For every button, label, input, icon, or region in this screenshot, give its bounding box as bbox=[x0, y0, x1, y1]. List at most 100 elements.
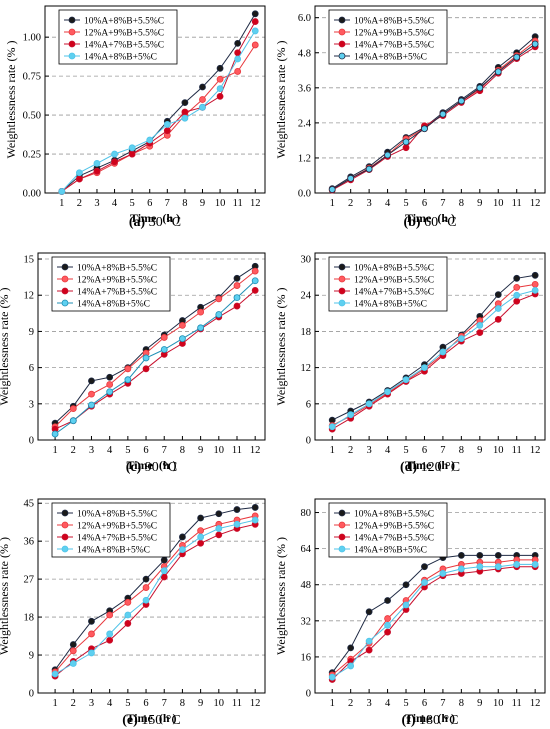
data-point bbox=[163, 127, 171, 135]
x-tick-label: 10 bbox=[493, 445, 504, 456]
panel-caption-letter: (a) bbox=[129, 215, 146, 230]
data-point bbox=[439, 110, 447, 118]
data-point bbox=[365, 165, 373, 173]
data-point bbox=[142, 354, 150, 362]
data-point bbox=[106, 630, 114, 638]
x-tick-label: 4 bbox=[385, 698, 391, 709]
data-point bbox=[476, 329, 484, 337]
x-tick-label: 8 bbox=[182, 198, 187, 209]
legend-box bbox=[328, 502, 448, 558]
x-tick-label: 6 bbox=[422, 445, 427, 456]
x-tick-label: 4 bbox=[107, 698, 113, 709]
data-point bbox=[199, 103, 206, 111]
data-point bbox=[347, 662, 355, 670]
data-point bbox=[234, 40, 242, 47]
data-point bbox=[402, 376, 410, 384]
data-point bbox=[181, 114, 189, 122]
data-point bbox=[513, 283, 521, 291]
data-point bbox=[457, 565, 465, 573]
panel-caption: (a) 30 °C bbox=[129, 215, 181, 230]
legend-label: 14%A+8%B+5%C bbox=[84, 53, 157, 63]
data-point bbox=[69, 641, 77, 648]
series-line bbox=[331, 554, 536, 673]
x-tick-label: 5 bbox=[403, 198, 408, 209]
legend-label: 14%A+8%B+5%C bbox=[77, 546, 150, 556]
x-tick-label: 11 bbox=[512, 445, 522, 456]
data-point bbox=[160, 334, 168, 341]
data-point bbox=[142, 584, 150, 591]
y-tick-label: 0.50 bbox=[23, 111, 41, 122]
data-point bbox=[365, 637, 373, 645]
data-point bbox=[179, 321, 186, 329]
x-tick-label: 7 bbox=[440, 445, 445, 456]
data-point bbox=[93, 167, 101, 175]
data-point bbox=[494, 551, 502, 559]
data-point bbox=[128, 150, 136, 158]
data-point bbox=[513, 53, 521, 61]
data-point bbox=[197, 527, 205, 535]
panel-caption: (c) 90 °C bbox=[126, 460, 177, 475]
data-point bbox=[199, 96, 206, 103]
y-tick-label: 6.0 bbox=[298, 13, 311, 24]
y-axis-label: Weightlessness rate (% ) bbox=[274, 41, 288, 159]
legend-marker bbox=[61, 299, 69, 307]
legend-marker bbox=[338, 299, 346, 307]
y-tick-label: 32 bbox=[301, 616, 312, 627]
y-tick-label: 45 bbox=[24, 499, 35, 510]
x-tick-label: 9 bbox=[198, 698, 203, 709]
data-point bbox=[181, 108, 189, 116]
panel-caption: (b) 60 °C bbox=[403, 215, 456, 230]
x-tick-label: 3 bbox=[94, 198, 99, 209]
y-tick-label: 18 bbox=[24, 613, 35, 624]
data-point bbox=[457, 551, 465, 559]
y-tick-label: 0.00 bbox=[23, 189, 41, 200]
data-point bbox=[476, 551, 484, 559]
data-point bbox=[215, 295, 223, 303]
data-point bbox=[106, 381, 114, 388]
panel-caption-text: 90 °C bbox=[141, 460, 177, 475]
data-point bbox=[111, 158, 118, 166]
data-point bbox=[347, 411, 355, 419]
data-point bbox=[197, 514, 205, 522]
y-axis-label: Weightlessness rate (% ) bbox=[4, 41, 18, 159]
series-line bbox=[331, 566, 536, 680]
legend-marker bbox=[68, 40, 76, 48]
y-tick-label: 4.8 bbox=[298, 48, 311, 59]
chart-panel-a: 0.000.250.500.751.001 2 3 4 5 6 7 8 9 10 11 12Time … bbox=[4, 5, 266, 230]
legend-marker bbox=[338, 263, 346, 271]
x-tick-label: 2 bbox=[348, 445, 353, 456]
x-tick-label: 1 bbox=[330, 198, 335, 209]
legend-label: 10%A+8%B+5.5%C bbox=[84, 17, 164, 27]
x-tick-label: 6 bbox=[422, 698, 427, 709]
data-point bbox=[88, 390, 95, 398]
x-axis-label: Time (h ) bbox=[126, 458, 176, 472]
x-tick-label: 10 bbox=[214, 445, 225, 456]
data-point bbox=[402, 144, 410, 152]
legend-marker bbox=[61, 275, 69, 283]
data-point bbox=[439, 570, 447, 577]
series-line bbox=[331, 289, 536, 428]
legend-label: 14%A+7%B+5.5%C bbox=[77, 288, 157, 298]
data-point bbox=[69, 660, 77, 667]
data-point bbox=[384, 151, 391, 159]
legend-label: 12%A+9%B+5.5%C bbox=[354, 276, 434, 286]
x-tick-label: 2 bbox=[348, 198, 353, 209]
x-tick-label: 9 bbox=[200, 198, 205, 209]
data-point bbox=[421, 579, 428, 586]
data-point bbox=[365, 646, 373, 654]
y-tick-label: 12 bbox=[301, 363, 312, 374]
data-point bbox=[328, 186, 336, 193]
legend-marker bbox=[338, 287, 346, 295]
x-tick-label: 7 bbox=[162, 445, 167, 456]
legend-marker bbox=[338, 521, 346, 529]
data-point bbox=[124, 611, 132, 619]
data-point bbox=[233, 302, 241, 310]
data-point bbox=[106, 636, 114, 644]
data-point bbox=[328, 423, 336, 431]
data-point bbox=[160, 346, 168, 353]
data-point bbox=[215, 525, 223, 532]
data-point bbox=[142, 575, 150, 583]
x-tick-label: 11 bbox=[233, 198, 243, 209]
x-axis-label: Time (h ) bbox=[405, 711, 455, 725]
